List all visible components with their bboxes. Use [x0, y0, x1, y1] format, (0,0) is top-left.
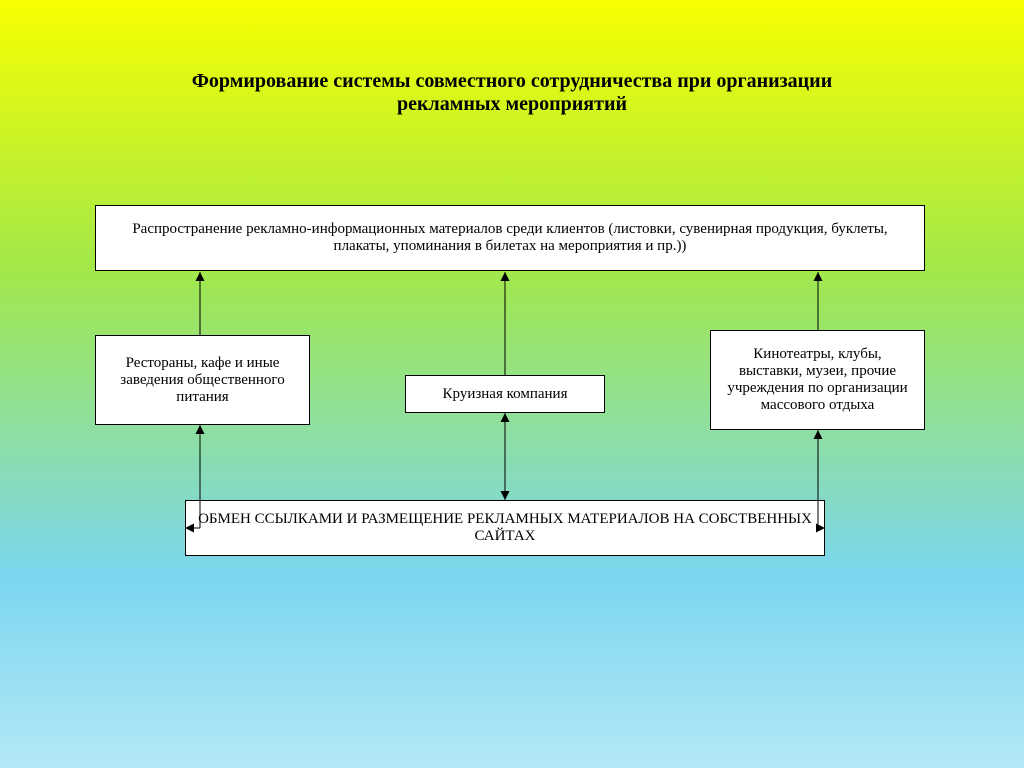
- diagram-title: Формирование системы совместного сотрудн…: [142, 70, 882, 130]
- node-exchange: ОБМЕН ССЫЛКАМИ И РАЗМЕЩЕНИЕ РЕКЛАМНЫХ МА…: [185, 500, 825, 556]
- node-distribution: Распространение рекламно-информационных …: [95, 205, 925, 271]
- node-cinemas: Кинотеатры, клубы, выставки, музеи, проч…: [710, 330, 925, 430]
- node-restaurants: Рестораны, кафе и иные заведения обществ…: [95, 335, 310, 425]
- diagram-canvas: Формирование системы совместного сотрудн…: [0, 0, 1024, 768]
- node-cruise: Круизная компания: [405, 375, 605, 413]
